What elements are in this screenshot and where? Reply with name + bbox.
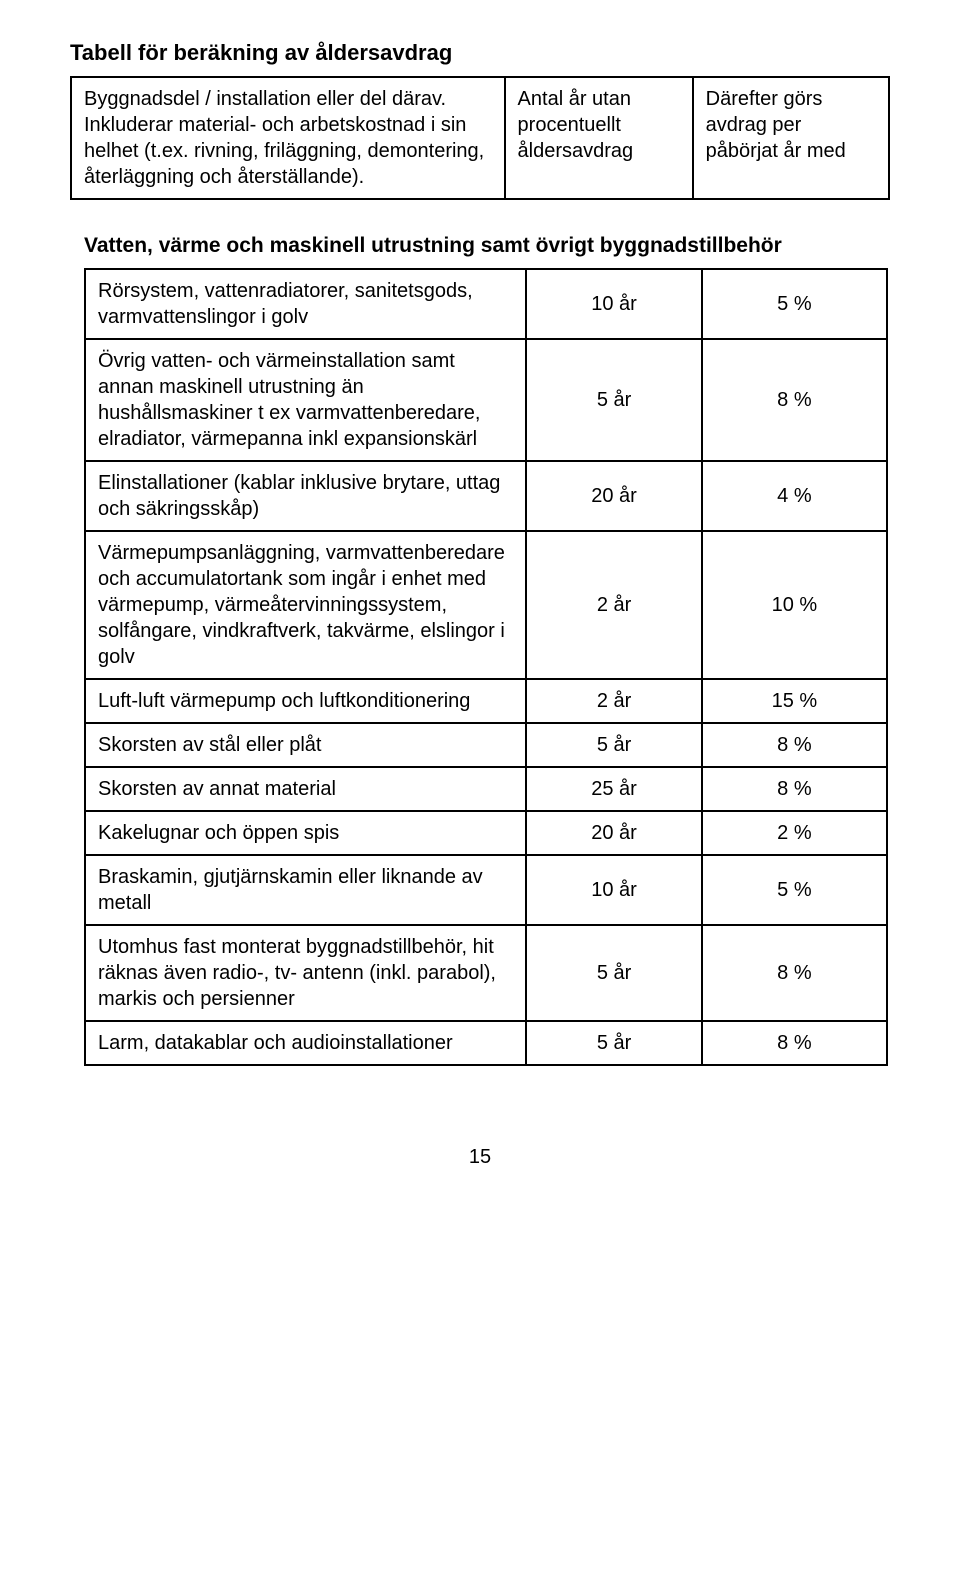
table-row: Utomhus fast monterat byggnadstillbehör,… — [85, 925, 887, 1021]
row-description: Utomhus fast monterat byggnadstillbehör,… — [85, 925, 526, 1021]
row-years: 2 år — [526, 531, 702, 679]
row-years: 5 år — [526, 723, 702, 767]
row-description: Värmepumpsanläggning, varmvattenberedare… — [85, 531, 526, 679]
row-years: 10 år — [526, 269, 702, 339]
table-row: Luft-luft värmepump och luftkonditioneri… — [85, 679, 887, 723]
table-row: Skorsten av stål eller plåt5 år8 % — [85, 723, 887, 767]
row-years: 20 år — [526, 811, 702, 855]
row-percent: 5 % — [702, 269, 886, 339]
row-years: 5 år — [526, 339, 702, 461]
row-description: Braskamin, gjutjärnskamin eller liknande… — [85, 855, 526, 925]
row-years: 2 år — [526, 679, 702, 723]
header-row: Byggnadsdel / installation eller del där… — [71, 77, 889, 199]
table-row: Braskamin, gjutjärnskamin eller liknande… — [85, 855, 887, 925]
row-percent: 2 % — [702, 811, 886, 855]
table-row: Larm, datakablar och audioinstallationer… — [85, 1021, 887, 1065]
row-percent: 8 % — [702, 767, 886, 811]
row-description: Elinstallationer (kablar inklusive bryta… — [85, 461, 526, 531]
row-percent: 10 % — [702, 531, 886, 679]
row-years: 20 år — [526, 461, 702, 531]
header-percent-cell: Därefter görs avdrag per påbörjat år med — [693, 77, 889, 199]
row-percent: 8 % — [702, 339, 886, 461]
page-title: Tabell för beräkning av åldersavdrag — [70, 40, 890, 66]
row-percent: 8 % — [702, 925, 886, 1021]
row-years: 5 år — [526, 1021, 702, 1065]
table-row: Elinstallationer (kablar inklusive bryta… — [85, 461, 887, 531]
row-percent: 15 % — [702, 679, 886, 723]
row-percent: 4 % — [702, 461, 886, 531]
table-row: Skorsten av annat material25 år8 % — [85, 767, 887, 811]
table-row: Rörsystem, vattenradiatorer, sanitetsgod… — [85, 269, 887, 339]
header-description-cell: Byggnadsdel / installation eller del där… — [71, 77, 505, 199]
row-percent: 8 % — [702, 1021, 886, 1065]
row-description: Luft-luft värmepump och luftkonditioneri… — [85, 679, 526, 723]
section-title: Vatten, värme och maskinell utrustning s… — [84, 234, 890, 258]
table-row: Värmepumpsanläggning, varmvattenberedare… — [85, 531, 887, 679]
row-description: Övrig vatten- och värmeinstallation samt… — [85, 339, 526, 461]
row-years: 5 år — [526, 925, 702, 1021]
header-table: Byggnadsdel / installation eller del där… — [70, 76, 890, 200]
table-row: Kakelugnar och öppen spis20 år2 % — [85, 811, 887, 855]
row-description: Rörsystem, vattenradiatorer, sanitetsgod… — [85, 269, 526, 339]
row-years: 25 år — [526, 767, 702, 811]
table-row: Övrig vatten- och värmeinstallation samt… — [85, 339, 887, 461]
row-description: Kakelugnar och öppen spis — [85, 811, 526, 855]
row-description: Skorsten av annat material — [85, 767, 526, 811]
row-percent: 5 % — [702, 855, 886, 925]
row-description: Skorsten av stål eller plåt — [85, 723, 526, 767]
page-number: 15 — [70, 1146, 890, 1169]
data-table: Rörsystem, vattenradiatorer, sanitetsgod… — [84, 268, 888, 1066]
row-percent: 8 % — [702, 723, 886, 767]
row-years: 10 år — [526, 855, 702, 925]
header-years-cell: Antal år utan procentuellt åldersavdrag — [505, 77, 693, 199]
row-description: Larm, datakablar och audioinstallationer — [85, 1021, 526, 1065]
